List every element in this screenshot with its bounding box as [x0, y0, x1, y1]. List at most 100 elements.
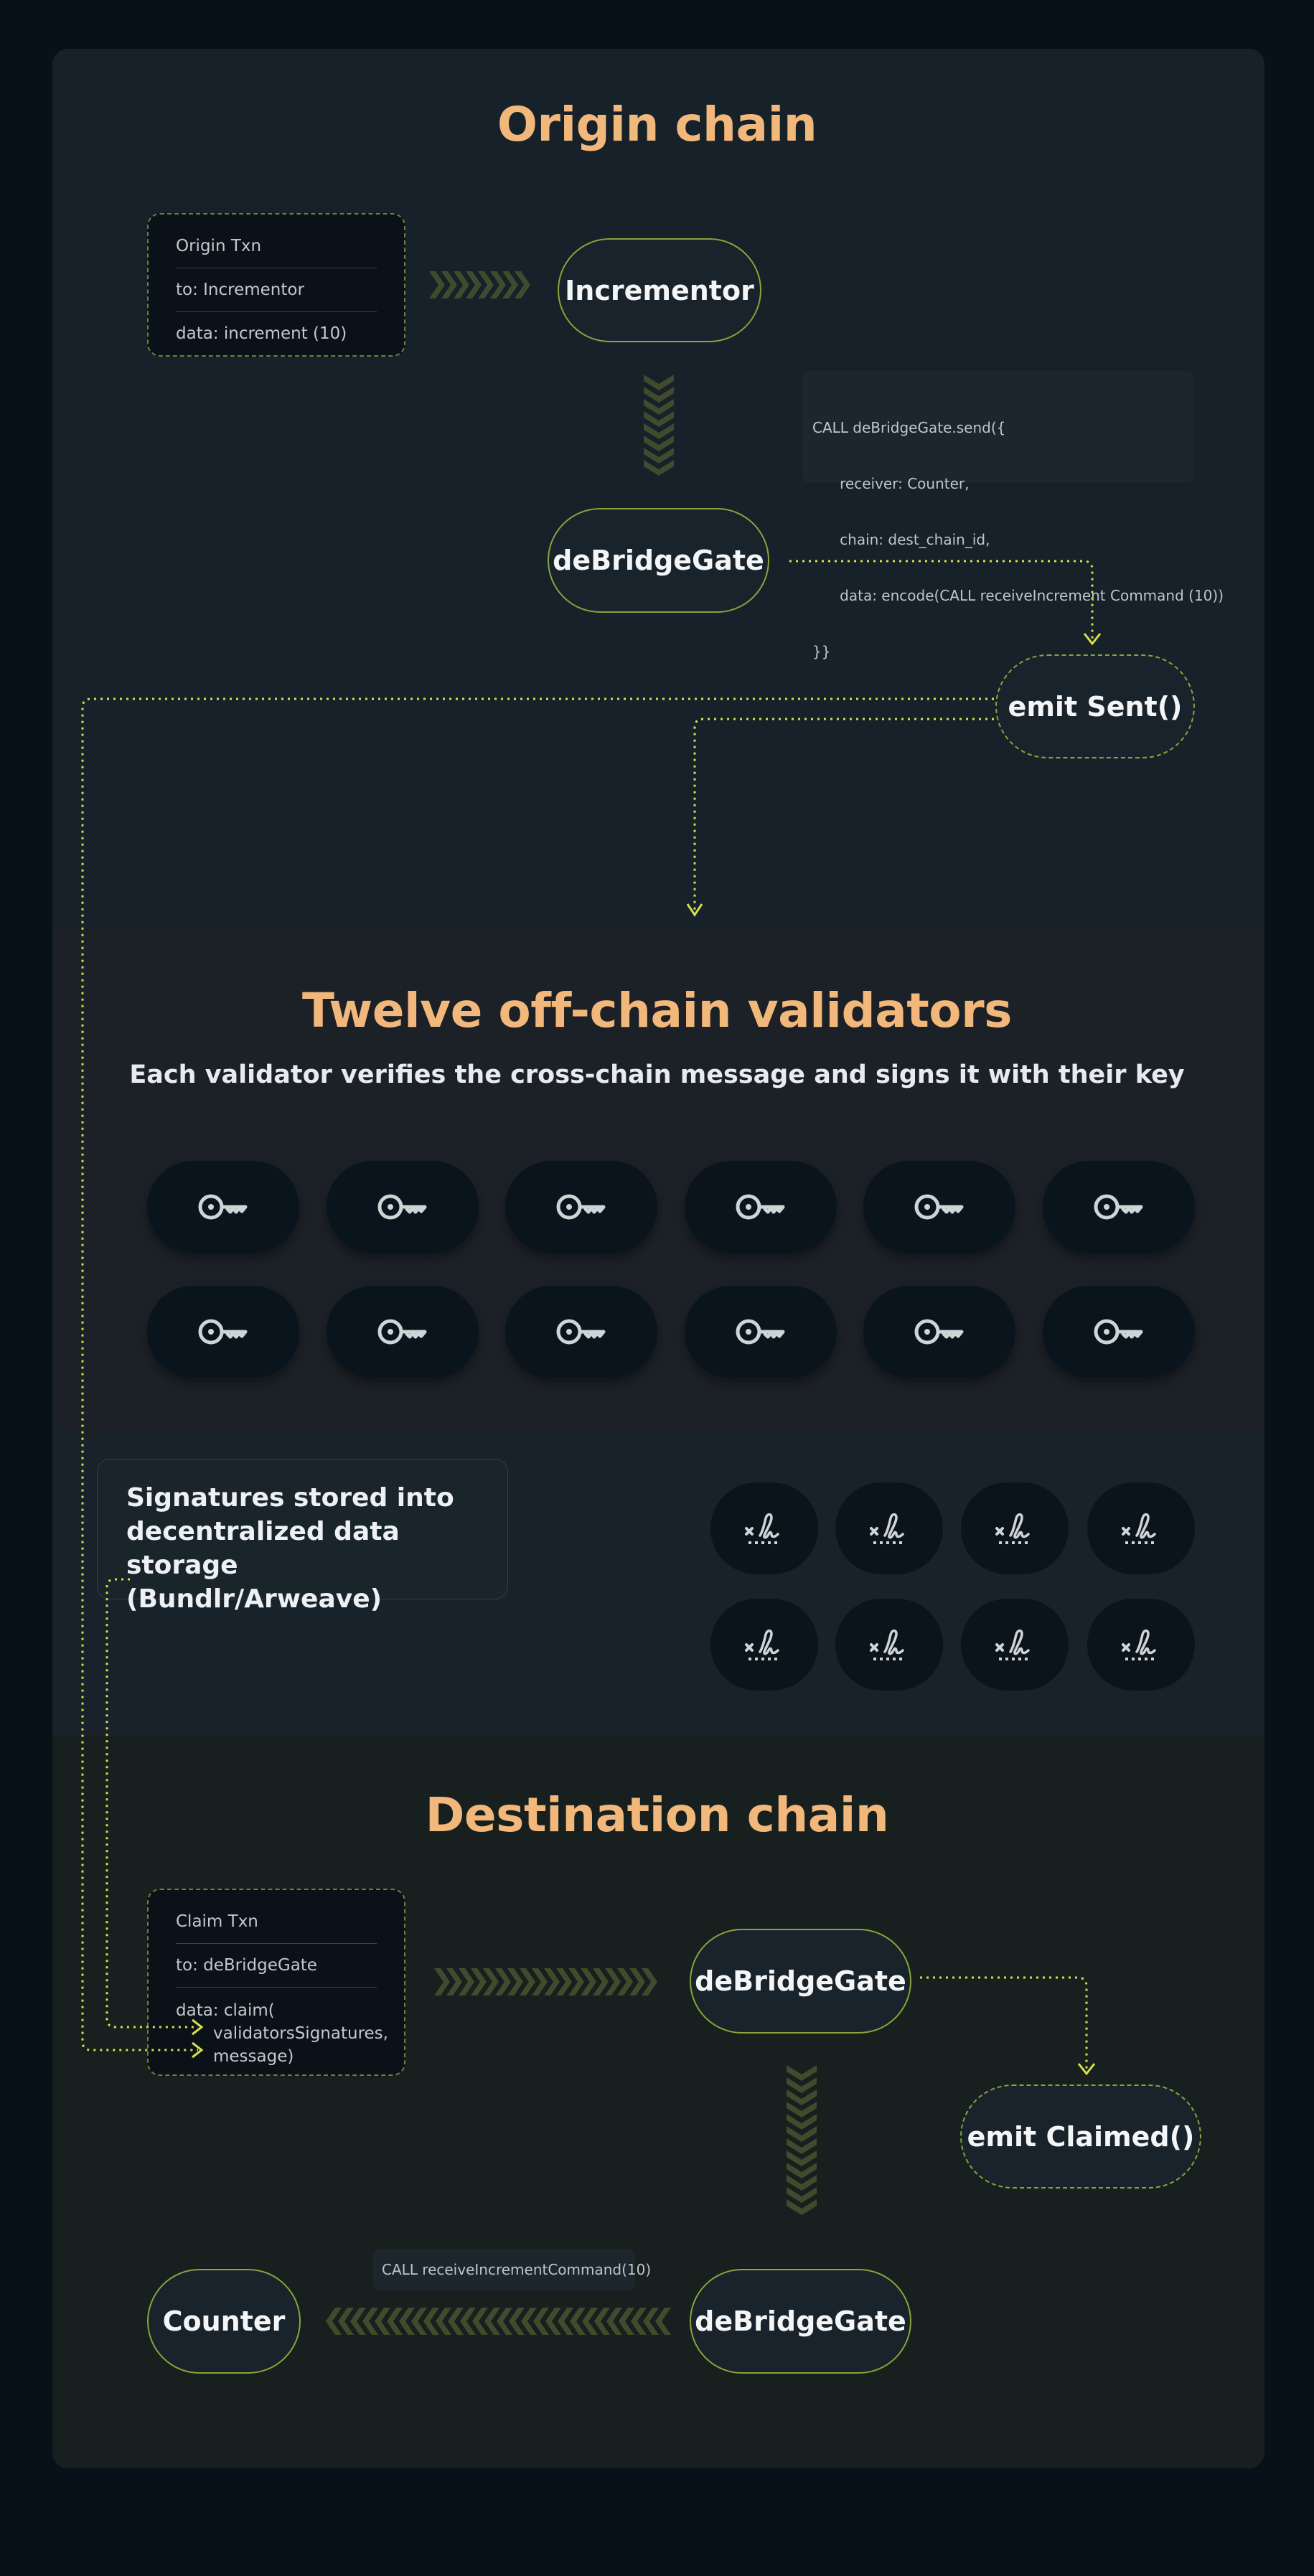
chevron-mark — [655, 2308, 671, 2335]
signature-icon — [995, 1629, 1031, 1660]
chevron-mark — [483, 1968, 499, 1996]
chevron-mark — [582, 2308, 598, 2335]
chevron-mark — [460, 2308, 476, 2335]
arrow-head-message — [192, 2041, 204, 2059]
key-icon — [736, 1194, 785, 1220]
chevron-mark — [605, 1968, 621, 1996]
arrow-head-signatures — [192, 2018, 204, 2036]
chevron-mark — [644, 375, 674, 390]
chevron-mark — [471, 1968, 487, 1996]
validator-signature — [835, 1482, 943, 1574]
chevron-mark — [558, 2308, 573, 2335]
emit-claimed-event: emit Claimed() — [960, 2084, 1201, 2189]
chevron-mark — [581, 1968, 596, 1996]
validator-key — [327, 1161, 479, 1253]
key-icon — [914, 1194, 964, 1220]
chevron-mark — [545, 2308, 561, 2335]
code-line: CALL deBridgeGate.send({ — [812, 419, 1006, 436]
final-debridgegate-node: deBridgeGate — [690, 2269, 911, 2374]
validator-key — [863, 1161, 1015, 1253]
origin-debridgegate-node: deBridgeGate — [548, 508, 769, 613]
chevron-mark — [434, 1968, 450, 1996]
chevron-mark — [787, 2114, 817, 2130]
validator-key — [685, 1286, 837, 1378]
chevron-mark — [787, 2077, 817, 2093]
key-icon — [556, 1194, 606, 1220]
storage-to-claim-connector — [105, 1578, 198, 2029]
chevron-mark — [644, 387, 674, 403]
destination-title: Destination chain — [425, 1787, 889, 1843]
chevron-mark — [362, 2308, 378, 2335]
chevron-mark — [520, 1968, 535, 1996]
chevron-mark — [507, 1968, 523, 1996]
validator-key — [505, 1286, 657, 1378]
validator-key — [1043, 1286, 1195, 1378]
chevron-mark — [515, 271, 530, 299]
chevron-mark — [448, 2308, 464, 2335]
chevron-mark — [484, 2308, 500, 2335]
key-icon — [736, 1319, 785, 1345]
key-icon — [198, 1194, 248, 1220]
chevron-mark — [787, 2126, 817, 2142]
origin-txn-to: to: Incrementor — [176, 268, 377, 312]
claim-data-signatures: validatorsSignatures, — [213, 2024, 388, 2043]
chevron-mark — [787, 2199, 817, 2215]
signature-icon — [995, 1513, 1031, 1544]
signature-icon — [745, 1629, 780, 1660]
code-line: }} — [812, 643, 831, 660]
signature-icon — [745, 1513, 780, 1544]
signatures-storage-box: Signatures stored into decentralized dat… — [97, 1459, 508, 1614]
chevron-mark — [594, 2308, 610, 2335]
chevron-mark — [644, 436, 674, 451]
chevron-mark — [644, 411, 674, 427]
validator-key — [685, 1161, 837, 1253]
validator-key — [505, 1161, 657, 1253]
chevron-mark — [399, 2308, 415, 2335]
chevron-mark — [532, 1968, 548, 1996]
chevron-arrows — [326, 271, 817, 2335]
chevron-mark — [472, 2308, 488, 2335]
origin-txn-box: Origin Txn to: Incrementor data: increme… — [147, 213, 405, 357]
chevron-mark — [350, 2308, 366, 2335]
chevron-mark — [644, 423, 674, 439]
chevron-mark — [441, 271, 457, 299]
chevron-mark — [446, 1968, 462, 1996]
chevron-mark — [436, 2308, 451, 2335]
validator-signature — [710, 1599, 818, 1691]
key-icon — [914, 1319, 964, 1345]
chevron-mark — [411, 2308, 427, 2335]
chevron-mark — [787, 2102, 817, 2117]
validator-signature — [961, 1599, 1069, 1691]
key-icon — [556, 1319, 606, 1345]
validator-signature — [961, 1482, 1069, 1574]
signature-icon — [870, 1513, 905, 1544]
gate-to-sent-connector — [789, 560, 1094, 642]
key-icon — [377, 1194, 427, 1220]
chevron-mark — [631, 2308, 647, 2335]
chevron-mark — [629, 1968, 645, 1996]
chevron-mark — [787, 2163, 817, 2178]
chevron-mark — [509, 2308, 525, 2335]
chevron-mark — [644, 460, 674, 476]
chevron-mark — [466, 271, 482, 299]
claim-txn-data: data: claim( validatorsSignatures, messa… — [176, 1988, 388, 2079]
validator-signature — [710, 1482, 818, 1574]
chevron-mark — [423, 2308, 439, 2335]
storage-line: Signatures stored into — [126, 1483, 454, 1513]
signature-icon — [1122, 1513, 1157, 1544]
chevron-mark — [544, 1968, 560, 1996]
arrow-head-claimed — [1077, 2063, 1096, 2076]
validator-signature — [1087, 1599, 1195, 1691]
validator-key — [1043, 1161, 1195, 1253]
claim-txn-title: Claim Txn — [176, 1900, 377, 1944]
incrementor-node: Incrementor — [558, 238, 761, 342]
arrow-head-validators — [686, 903, 703, 917]
key-icon — [1094, 1194, 1143, 1220]
claim-data-call: data: claim( — [176, 2001, 275, 2020]
chevron-mark — [326, 2308, 342, 2335]
chevron-mark — [568, 1968, 584, 1996]
chevron-mark — [533, 2308, 549, 2335]
validators-title: Twelve off-chain validators — [302, 983, 1012, 1038]
send-call-code: CALL deBridgeGate.send({ receiver: Count… — [802, 371, 1224, 660]
claim-txn-box: Claim Txn to: deBridgeGate data: claim( … — [147, 1889, 405, 2076]
